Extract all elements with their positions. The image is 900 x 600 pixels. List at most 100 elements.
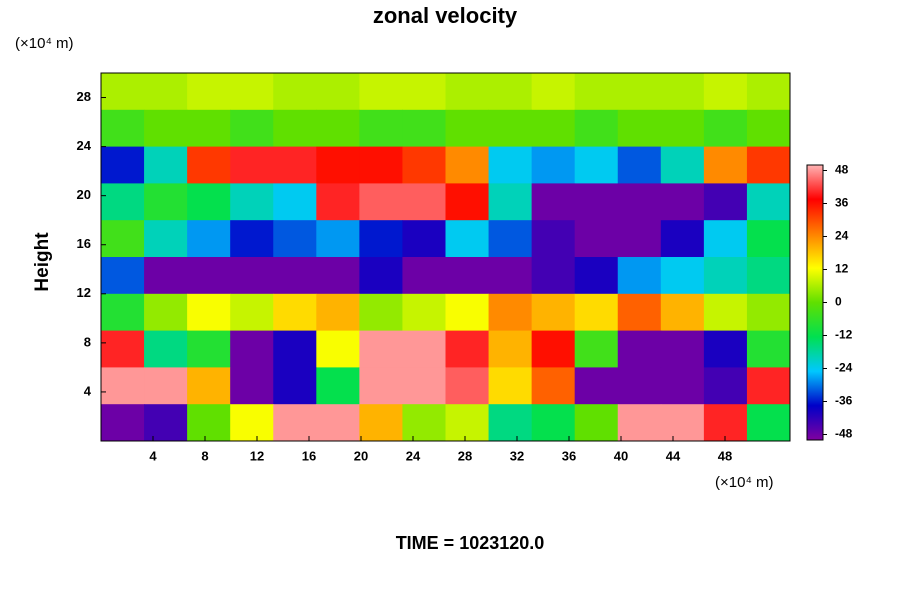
field-cell	[273, 73, 317, 111]
colorbar-tick-label: 36	[835, 196, 849, 210]
field-cell	[187, 146, 231, 184]
field-cell	[617, 109, 662, 148]
field-cell	[660, 330, 705, 368]
field-cell	[445, 330, 490, 368]
field-cell	[445, 257, 490, 295]
field-cell	[746, 73, 791, 111]
field-cell	[316, 109, 360, 148]
field-cell	[660, 146, 705, 184]
field-cell	[144, 146, 188, 184]
field-cell	[531, 109, 576, 148]
field-cell	[488, 257, 533, 295]
field-cell	[488, 220, 533, 258]
field-cell	[488, 330, 533, 368]
field-cell	[316, 330, 360, 368]
field-cell	[316, 183, 360, 221]
field-cell	[617, 257, 662, 295]
field-cell	[187, 367, 231, 405]
field-cell	[703, 330, 748, 368]
field-cell	[187, 404, 231, 442]
field-cell	[101, 109, 145, 148]
field-cell	[531, 73, 576, 111]
field-cell	[187, 330, 231, 368]
x-tick-label: 8	[201, 448, 208, 463]
field-cell	[402, 109, 446, 148]
field-cell	[402, 293, 446, 332]
field-cell	[273, 220, 317, 258]
field-cell	[359, 367, 403, 405]
field-cell	[574, 183, 619, 221]
colorbar-tick-label: 48	[835, 163, 849, 177]
field-cell	[703, 367, 748, 405]
field-cell	[746, 330, 791, 368]
field-cell	[445, 183, 490, 221]
field-cell	[617, 404, 662, 442]
field-cell	[144, 109, 188, 148]
field-cell	[746, 257, 791, 295]
x-tick-label: 40	[614, 448, 628, 463]
field-cell	[101, 367, 145, 405]
field-cell	[402, 367, 446, 405]
field-cell	[574, 257, 619, 295]
field-cell	[531, 220, 576, 258]
field-cell	[488, 404, 533, 442]
colorbar-tick-label: -36	[835, 394, 853, 408]
field-cell	[402, 220, 446, 258]
field-cell	[488, 146, 533, 184]
field-cell	[531, 183, 576, 221]
field-cell	[316, 404, 360, 442]
field-cell	[574, 404, 619, 442]
field-cell	[230, 257, 274, 295]
field-cell	[144, 404, 188, 442]
y-tick-label: 28	[77, 89, 91, 104]
field-cell	[187, 293, 231, 332]
field-cell	[316, 257, 360, 295]
field-cell	[359, 73, 403, 111]
field-cell	[574, 146, 619, 184]
field-cell	[316, 73, 360, 111]
field-cell	[531, 257, 576, 295]
x-tick-label: 36	[562, 448, 576, 463]
field-cell	[703, 220, 748, 258]
colorbar-tick-label: -48	[835, 427, 853, 441]
colorbar-tick-label: -24	[835, 361, 853, 375]
field-cell	[531, 330, 576, 368]
field-cell	[445, 404, 490, 442]
field-cell	[144, 330, 188, 368]
field-cell	[316, 293, 360, 332]
field-cell	[359, 146, 403, 184]
field-cell	[273, 404, 317, 442]
y-axis-label: Height	[32, 232, 53, 292]
field-cell	[746, 367, 791, 405]
field-cell	[617, 183, 662, 221]
field-cell	[230, 367, 274, 405]
colorbar-tick-label: -12	[835, 328, 853, 342]
field-cell	[445, 293, 490, 332]
field-cell	[574, 330, 619, 368]
field-cell	[660, 220, 705, 258]
field-cell	[187, 183, 231, 221]
field-cell	[531, 367, 576, 405]
field-cell	[660, 183, 705, 221]
field-cell	[273, 367, 317, 405]
field-cell	[230, 220, 274, 258]
field-cell	[488, 367, 533, 405]
field-cell	[144, 257, 188, 295]
field-cell	[402, 73, 446, 111]
x-tick-label: 32	[510, 448, 524, 463]
x-tick-label: 28	[458, 448, 472, 463]
x-tick-label: 4	[149, 448, 157, 463]
y-tick-label: 12	[77, 285, 91, 300]
field-cell	[660, 404, 705, 442]
field-cell	[230, 404, 274, 442]
field-cell	[746, 220, 791, 258]
field-cell	[316, 146, 360, 184]
x-tick-label: 44	[666, 448, 681, 463]
field-cell	[445, 220, 490, 258]
field-cell	[230, 146, 274, 184]
field-cell	[101, 73, 145, 111]
field-cell	[660, 109, 705, 148]
field-cell	[574, 73, 619, 111]
field-cell	[617, 330, 662, 368]
field-cell	[746, 109, 791, 148]
